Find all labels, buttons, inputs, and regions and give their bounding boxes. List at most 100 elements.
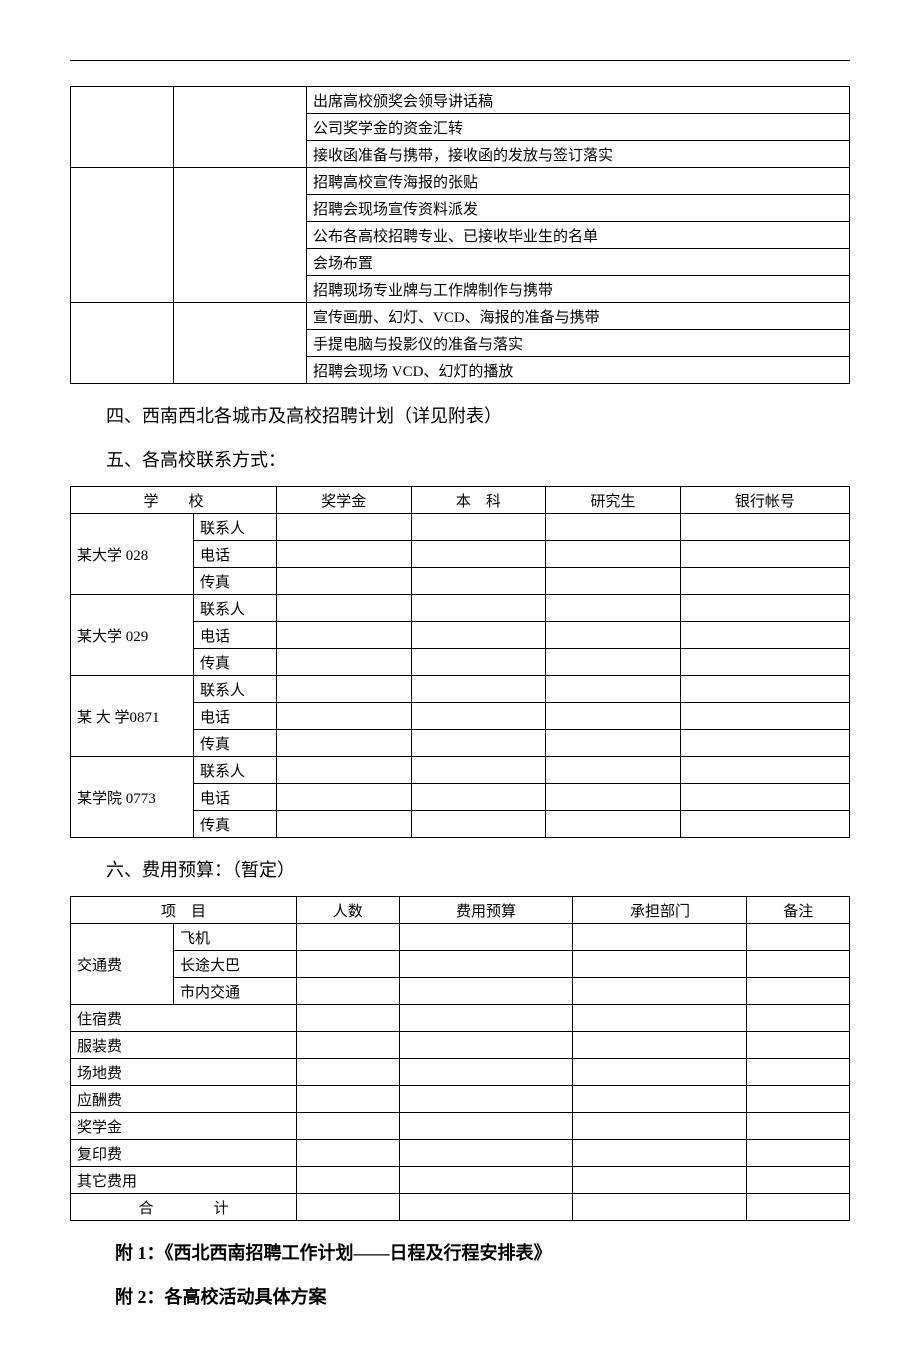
budget-cell — [573, 1059, 747, 1086]
budget-cell — [747, 1032, 850, 1059]
heading-section-5: 五、各高校联系方式： — [70, 446, 850, 472]
contact-cell — [277, 622, 412, 649]
contact-header: 学 校 — [71, 487, 277, 514]
budget-row: 其它费用 — [71, 1167, 850, 1194]
budget-cell — [297, 1167, 400, 1194]
task-desc: 招聘现场专业牌与工作牌制作与携带 — [307, 276, 850, 303]
budget-cell — [573, 951, 747, 978]
budget-cell — [399, 924, 573, 951]
contact-cell — [277, 811, 412, 838]
budget-cell — [297, 951, 400, 978]
contact-cell — [546, 568, 681, 595]
budget-category: 应酬费 — [71, 1086, 297, 1113]
budget-cell — [573, 1140, 747, 1167]
contact-type: 传真 — [194, 811, 277, 838]
budget-cell — [747, 951, 850, 978]
budget-subcategory: 飞机 — [174, 924, 297, 951]
contact-cell — [411, 595, 546, 622]
budget-cell — [399, 1059, 573, 1086]
contact-row: 某学院 0773联系人 — [71, 757, 850, 784]
budget-cell — [297, 1086, 400, 1113]
task-row: 宣传画册、幻灯、VCD、海报的准备与携带 — [71, 303, 850, 330]
contact-cell — [546, 811, 681, 838]
tasks-table: 出席高校颁奖会领导讲话稿公司奖学金的资金汇转接收函准备与携带，接收函的发放与签订… — [70, 86, 850, 384]
contact-header: 银行帐号 — [680, 487, 849, 514]
contact-row: 某大学 029联系人 — [71, 595, 850, 622]
contact-type: 电话 — [194, 541, 277, 568]
contact-cell — [680, 568, 849, 595]
budget-category: 交通费 — [71, 924, 174, 1005]
contact-header: 奖学金 — [277, 487, 412, 514]
budget-cell — [297, 1032, 400, 1059]
budget-cell — [297, 978, 400, 1005]
task-group-col-b — [174, 168, 307, 303]
contact-cell — [277, 784, 412, 811]
contact-cell — [680, 622, 849, 649]
budget-cell — [573, 1113, 747, 1140]
contact-cell — [680, 703, 849, 730]
budget-cell — [747, 1086, 850, 1113]
contact-type: 传真 — [194, 649, 277, 676]
contact-type: 电话 — [194, 622, 277, 649]
budget-category: 场地费 — [71, 1059, 297, 1086]
contact-cell — [546, 703, 681, 730]
task-group-col-b — [174, 87, 307, 168]
task-desc: 接收函准备与携带，接收函的发放与签订落实 — [307, 141, 850, 168]
budget-cell — [297, 1005, 400, 1032]
budget-row: 住宿费 — [71, 1005, 850, 1032]
contact-cell — [680, 784, 849, 811]
budget-total-row: 合 计 — [71, 1194, 850, 1221]
budget-row: 奖学金 — [71, 1113, 850, 1140]
contact-cell — [277, 541, 412, 568]
contact-school: 某学院 0773 — [71, 757, 194, 838]
budget-subcategory: 市内交通 — [174, 978, 297, 1005]
contact-cell — [411, 811, 546, 838]
contact-cell — [411, 703, 546, 730]
task-row: 出席高校颁奖会领导讲话稿 — [71, 87, 850, 114]
contact-cell — [680, 541, 849, 568]
task-group-col-a — [71, 168, 174, 303]
contact-header-row: 学 校奖学金本 科研究生银行帐号 — [71, 487, 850, 514]
budget-cell — [573, 978, 747, 1005]
budget-cell — [399, 1005, 573, 1032]
budget-cell — [297, 1059, 400, 1086]
budget-cell — [747, 1194, 850, 1221]
budget-header: 费用预算 — [399, 897, 573, 924]
contact-cell — [411, 568, 546, 595]
budget-cell — [297, 1140, 400, 1167]
task-group-col-b — [174, 303, 307, 384]
contact-header: 研究生 — [546, 487, 681, 514]
contact-cell — [680, 811, 849, 838]
budget-header: 承担部门 — [573, 897, 747, 924]
budget-cell — [747, 1005, 850, 1032]
contact-cell — [277, 568, 412, 595]
contact-school: 某 大 学0871 — [71, 676, 194, 757]
budget-cell — [573, 1005, 747, 1032]
budget-cell — [573, 1032, 747, 1059]
contact-cell — [680, 757, 849, 784]
budget-cell — [399, 1032, 573, 1059]
contact-type: 传真 — [194, 568, 277, 595]
contact-type: 联系人 — [194, 595, 277, 622]
contact-cell — [277, 757, 412, 784]
task-desc: 会场布置 — [307, 249, 850, 276]
top-rule — [70, 60, 850, 61]
contact-type: 联系人 — [194, 676, 277, 703]
contact-type: 电话 — [194, 703, 277, 730]
task-group-col-a — [71, 303, 174, 384]
budget-row: 复印费 — [71, 1140, 850, 1167]
contact-school: 某大学 029 — [71, 595, 194, 676]
contact-cell — [411, 514, 546, 541]
budget-row: 应酬费 — [71, 1086, 850, 1113]
budget-header: 人数 — [297, 897, 400, 924]
contact-cell — [411, 622, 546, 649]
contact-cell — [411, 676, 546, 703]
budget-cell — [747, 1140, 850, 1167]
contact-header: 本 科 — [411, 487, 546, 514]
budget-cell — [747, 924, 850, 951]
heading-section-4: 四、西南西北各城市及高校招聘计划（详见附表） — [70, 402, 850, 428]
contact-type: 传真 — [194, 730, 277, 757]
attachment-2: 附 2：各高校活动具体方案 — [70, 1283, 850, 1309]
budget-category: 复印费 — [71, 1140, 297, 1167]
budget-cell — [747, 1113, 850, 1140]
